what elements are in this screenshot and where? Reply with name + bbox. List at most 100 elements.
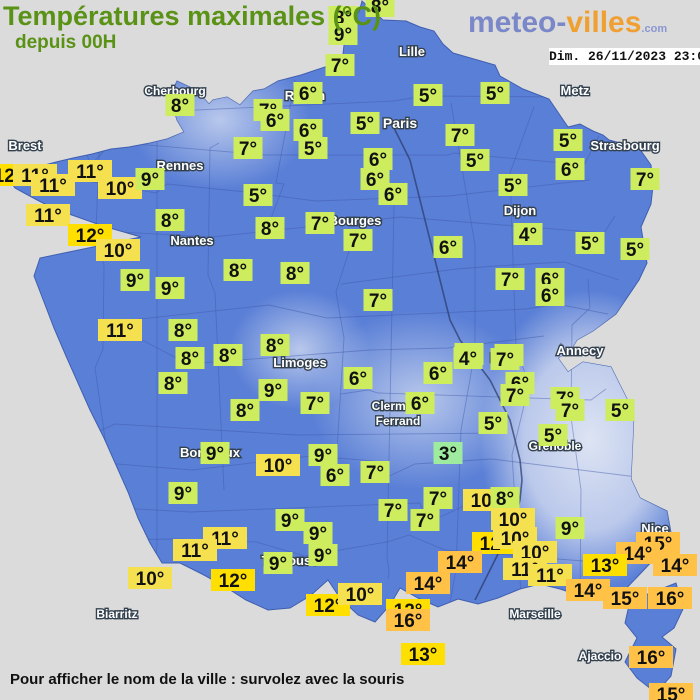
svg-text:10°: 10° — [106, 179, 135, 200]
svg-text:5°: 5° — [486, 84, 504, 105]
svg-text:7°: 7° — [349, 231, 367, 252]
svg-text:Marseille: Marseille — [509, 607, 561, 621]
svg-text:6°: 6° — [349, 369, 367, 390]
svg-text:15°: 15° — [611, 589, 640, 610]
svg-text:13°: 13° — [591, 556, 620, 577]
svg-text:8°: 8° — [236, 401, 254, 422]
svg-text:9°: 9° — [309, 524, 327, 545]
svg-text:9°: 9° — [561, 519, 579, 540]
svg-text:6°: 6° — [541, 286, 559, 307]
svg-text:7°: 7° — [506, 386, 524, 407]
svg-text:14°: 14° — [661, 556, 690, 577]
svg-text:6°: 6° — [561, 160, 579, 181]
svg-text:10°: 10° — [104, 241, 133, 262]
svg-text:5°: 5° — [626, 240, 644, 261]
svg-text:14°: 14° — [624, 544, 653, 565]
svg-text:11°: 11° — [181, 541, 209, 562]
svg-text:7°: 7° — [636, 170, 654, 191]
svg-text:Limoges: Limoges — [273, 355, 326, 370]
svg-text:9°: 9° — [141, 170, 159, 191]
svg-text:6°: 6° — [439, 238, 457, 259]
svg-text:7°: 7° — [366, 463, 384, 484]
svg-text:5°: 5° — [304, 139, 322, 160]
svg-text:Paris: Paris — [383, 115, 417, 131]
svg-text:9°: 9° — [281, 511, 299, 532]
svg-text:9°: 9° — [314, 546, 332, 567]
svg-text:5°: 5° — [504, 176, 522, 197]
svg-text:6°: 6° — [266, 111, 284, 132]
svg-text:8°: 8° — [219, 346, 237, 367]
svg-text:8°: 8° — [229, 261, 247, 282]
svg-text:8°: 8° — [174, 321, 192, 342]
svg-text:12°: 12° — [219, 571, 248, 592]
svg-text:7°: 7° — [239, 139, 257, 160]
svg-text:9°: 9° — [174, 484, 192, 505]
svg-text:7°: 7° — [384, 501, 402, 522]
svg-text:9°: 9° — [161, 279, 179, 300]
svg-text:Metz: Metz — [561, 83, 590, 98]
svg-text:7°: 7° — [369, 291, 387, 312]
svg-text:6°: 6° — [411, 394, 429, 415]
svg-text:13°: 13° — [409, 645, 438, 666]
svg-text:Nantes: Nantes — [170, 233, 213, 248]
svg-text:10°: 10° — [136, 569, 165, 590]
svg-text:4°: 4° — [459, 349, 477, 370]
svg-text:Bourges: Bourges — [329, 213, 382, 228]
svg-text:7°: 7° — [561, 401, 579, 422]
svg-text:Annecy: Annecy — [557, 343, 605, 358]
svg-text:7°: 7° — [306, 394, 324, 415]
svg-text:7°: 7° — [416, 511, 434, 532]
svg-text:16°: 16° — [656, 589, 685, 610]
svg-text:16°: 16° — [637, 648, 666, 669]
svg-text:8°: 8° — [286, 264, 304, 285]
svg-text:11°: 11° — [536, 566, 564, 587]
svg-text:8°: 8° — [496, 489, 514, 510]
svg-text:7°: 7° — [429, 489, 447, 510]
svg-text:9°: 9° — [314, 446, 332, 467]
svg-text:10°: 10° — [264, 456, 293, 477]
svg-text:4°: 4° — [519, 225, 537, 246]
svg-text:8°: 8° — [161, 211, 179, 232]
svg-text:8°: 8° — [266, 336, 284, 357]
svg-text:9°: 9° — [206, 444, 224, 465]
svg-text:Strasbourg: Strasbourg — [590, 138, 659, 153]
svg-text:14°: 14° — [414, 574, 443, 595]
svg-text:Lille: Lille — [399, 44, 425, 59]
svg-text:5°: 5° — [419, 86, 437, 107]
svg-text:5°: 5° — [249, 186, 267, 207]
svg-text:11°: 11° — [39, 176, 67, 197]
svg-text:3°: 3° — [439, 444, 457, 465]
svg-text:5°: 5° — [484, 414, 502, 435]
svg-text:5°: 5° — [611, 401, 629, 422]
svg-text:11°: 11° — [34, 206, 62, 227]
svg-text:5°: 5° — [466, 151, 484, 172]
svg-text:6°: 6° — [429, 364, 447, 385]
svg-text:Biarritz: Biarritz — [96, 607, 137, 621]
svg-text:5°: 5° — [559, 131, 577, 152]
svg-text:Dijon: Dijon — [504, 203, 537, 218]
svg-text:6°: 6° — [369, 150, 387, 171]
svg-text:5°: 5° — [544, 426, 562, 447]
svg-text:9°: 9° — [126, 271, 144, 292]
svg-text:7°: 7° — [331, 56, 349, 77]
svg-text:8°: 8° — [171, 96, 189, 117]
svg-text:8°: 8° — [261, 219, 279, 240]
svg-text:6°: 6° — [299, 84, 317, 105]
svg-text:14°: 14° — [574, 581, 603, 602]
svg-text:7°: 7° — [451, 126, 469, 147]
svg-text:14°: 14° — [446, 553, 475, 574]
svg-text:8°: 8° — [164, 374, 182, 395]
svg-text:Ferrand: Ferrand — [376, 414, 421, 428]
svg-text:5°: 5° — [356, 114, 374, 135]
svg-text:11°: 11° — [106, 321, 134, 342]
svg-text:7°: 7° — [311, 214, 329, 235]
svg-text:6°: 6° — [326, 466, 344, 487]
svg-text:5°: 5° — [581, 234, 599, 255]
svg-text:10°: 10° — [346, 585, 375, 606]
svg-text:7°: 7° — [496, 350, 514, 371]
svg-text:15°: 15° — [657, 685, 686, 700]
svg-text:7°: 7° — [501, 270, 519, 291]
svg-text:8°: 8° — [181, 349, 199, 370]
svg-text:Brest: Brest — [8, 138, 42, 153]
svg-text:Ajaccio: Ajaccio — [579, 649, 622, 663]
